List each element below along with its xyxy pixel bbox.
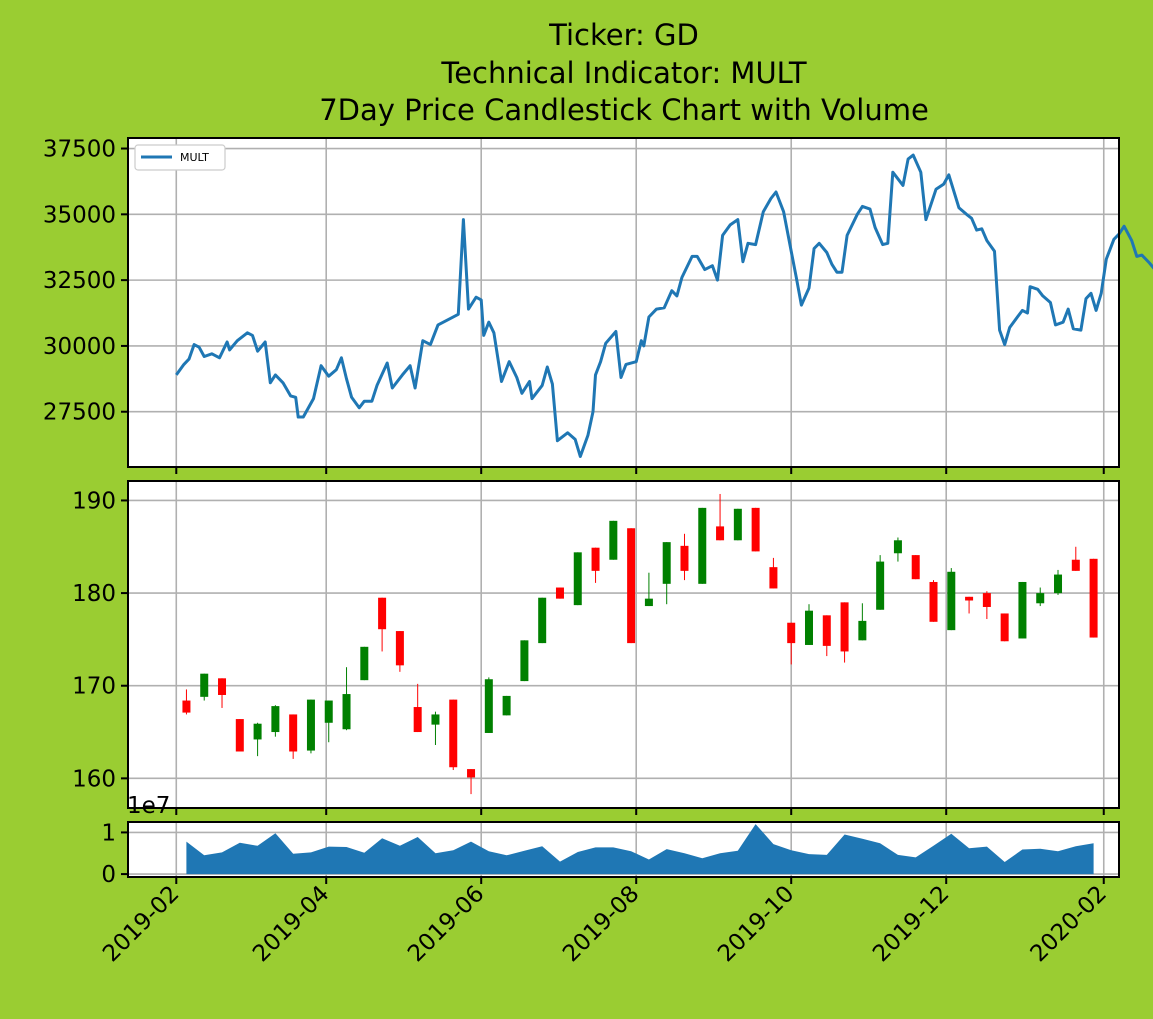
candle-body bbox=[538, 598, 546, 643]
candle bbox=[556, 588, 564, 599]
candle-body bbox=[823, 615, 831, 646]
candle bbox=[1018, 582, 1026, 639]
candle bbox=[947, 568, 955, 630]
candle bbox=[1090, 559, 1098, 638]
candle-body bbox=[627, 528, 635, 643]
candle bbox=[485, 677, 493, 733]
title-line-3: 7Day Price Candlestick Chart with Volume bbox=[319, 93, 929, 127]
candle-body bbox=[520, 640, 528, 681]
candle-body bbox=[1090, 559, 1098, 638]
candle-body bbox=[930, 582, 938, 622]
candle-body bbox=[592, 548, 600, 571]
candle-body bbox=[1036, 593, 1044, 603]
candle bbox=[627, 528, 635, 643]
indicator-legend: MULT bbox=[135, 145, 225, 170]
y-tick-label: 35000 bbox=[43, 202, 116, 228]
candle bbox=[200, 674, 208, 701]
y-tick-label: 27500 bbox=[43, 400, 116, 426]
candle-body bbox=[645, 599, 653, 606]
candle-body bbox=[769, 567, 777, 588]
candle-body bbox=[271, 706, 279, 732]
candle-body bbox=[876, 562, 884, 610]
candle-body bbox=[680, 546, 688, 571]
candle bbox=[538, 598, 546, 643]
candle bbox=[307, 700, 315, 754]
candle bbox=[698, 508, 706, 584]
candle-body bbox=[200, 674, 208, 697]
candle-body bbox=[378, 598, 386, 629]
y-tick-label: 37500 bbox=[43, 137, 116, 163]
candle bbox=[271, 705, 279, 736]
candle-body bbox=[894, 540, 902, 553]
candle-body bbox=[858, 621, 866, 640]
candle bbox=[876, 555, 884, 610]
candle-body bbox=[752, 508, 760, 552]
candle-body bbox=[947, 572, 955, 630]
candle-body bbox=[218, 678, 226, 695]
y-tick-label: 0 bbox=[101, 862, 116, 888]
candle bbox=[752, 508, 760, 552]
volume-offset-label: 1e7 bbox=[127, 793, 170, 819]
y-tick-label: 30000 bbox=[43, 334, 116, 360]
candle-body bbox=[289, 714, 297, 751]
candle-body bbox=[1018, 582, 1026, 639]
legend-label-mult: MULT bbox=[180, 151, 209, 164]
candle-body bbox=[503, 696, 511, 715]
candle bbox=[503, 696, 511, 715]
candle-body bbox=[1001, 613, 1009, 641]
y-tick-label: 1 bbox=[101, 820, 116, 846]
candlestick-plot-area bbox=[128, 481, 1119, 808]
candle-body bbox=[485, 679, 493, 733]
candle-body bbox=[414, 707, 422, 732]
candle-body bbox=[965, 597, 973, 601]
candle-body bbox=[1054, 575, 1062, 594]
candle-body bbox=[467, 769, 475, 777]
indicator-panel: 27500 30000 32500 35000 37500 MULT bbox=[43, 137, 1153, 474]
candle-body bbox=[307, 700, 315, 751]
candle-body bbox=[912, 555, 920, 579]
candle bbox=[520, 640, 528, 681]
candle-body bbox=[663, 542, 671, 584]
candle-body bbox=[805, 611, 813, 645]
title-line-2: Technical Indicator: MULT bbox=[440, 56, 806, 90]
candle bbox=[930, 580, 938, 622]
candle-body bbox=[343, 694, 351, 729]
y-tick-label: 170 bbox=[72, 674, 116, 700]
candlestick-panel: 160 170 180 190 bbox=[72, 481, 1119, 815]
candle bbox=[236, 719, 244, 751]
candle-body bbox=[609, 521, 617, 560]
y-tick-label: 32500 bbox=[43, 268, 116, 294]
candle-body bbox=[698, 508, 706, 584]
candle bbox=[912, 555, 920, 579]
candle-body bbox=[431, 714, 439, 724]
candle-body bbox=[236, 719, 244, 751]
y-tick-label: 190 bbox=[72, 488, 116, 514]
candle-body bbox=[556, 588, 564, 599]
candle-body bbox=[983, 593, 991, 607]
y-tick-label: 180 bbox=[72, 581, 116, 607]
candle-body bbox=[396, 631, 404, 665]
candle-body bbox=[1072, 560, 1080, 571]
candle-body bbox=[574, 552, 582, 605]
candle-body bbox=[734, 509, 742, 540]
candle-body bbox=[841, 602, 849, 651]
candle-body bbox=[360, 647, 368, 680]
candle-body bbox=[787, 623, 795, 643]
y-tick-label: 160 bbox=[72, 766, 116, 792]
candle-body bbox=[182, 701, 190, 713]
candle bbox=[574, 552, 582, 605]
candle bbox=[360, 647, 368, 680]
candle-body bbox=[325, 701, 333, 723]
candle bbox=[449, 700, 457, 770]
candle bbox=[609, 521, 617, 560]
candle-body bbox=[716, 526, 724, 540]
indicator-plot-area bbox=[128, 138, 1119, 467]
candle bbox=[734, 509, 742, 540]
candle bbox=[1001, 613, 1009, 641]
candle-body bbox=[254, 724, 262, 740]
title-line-1: Ticker: GD bbox=[548, 18, 699, 52]
candle-body bbox=[449, 700, 457, 768]
